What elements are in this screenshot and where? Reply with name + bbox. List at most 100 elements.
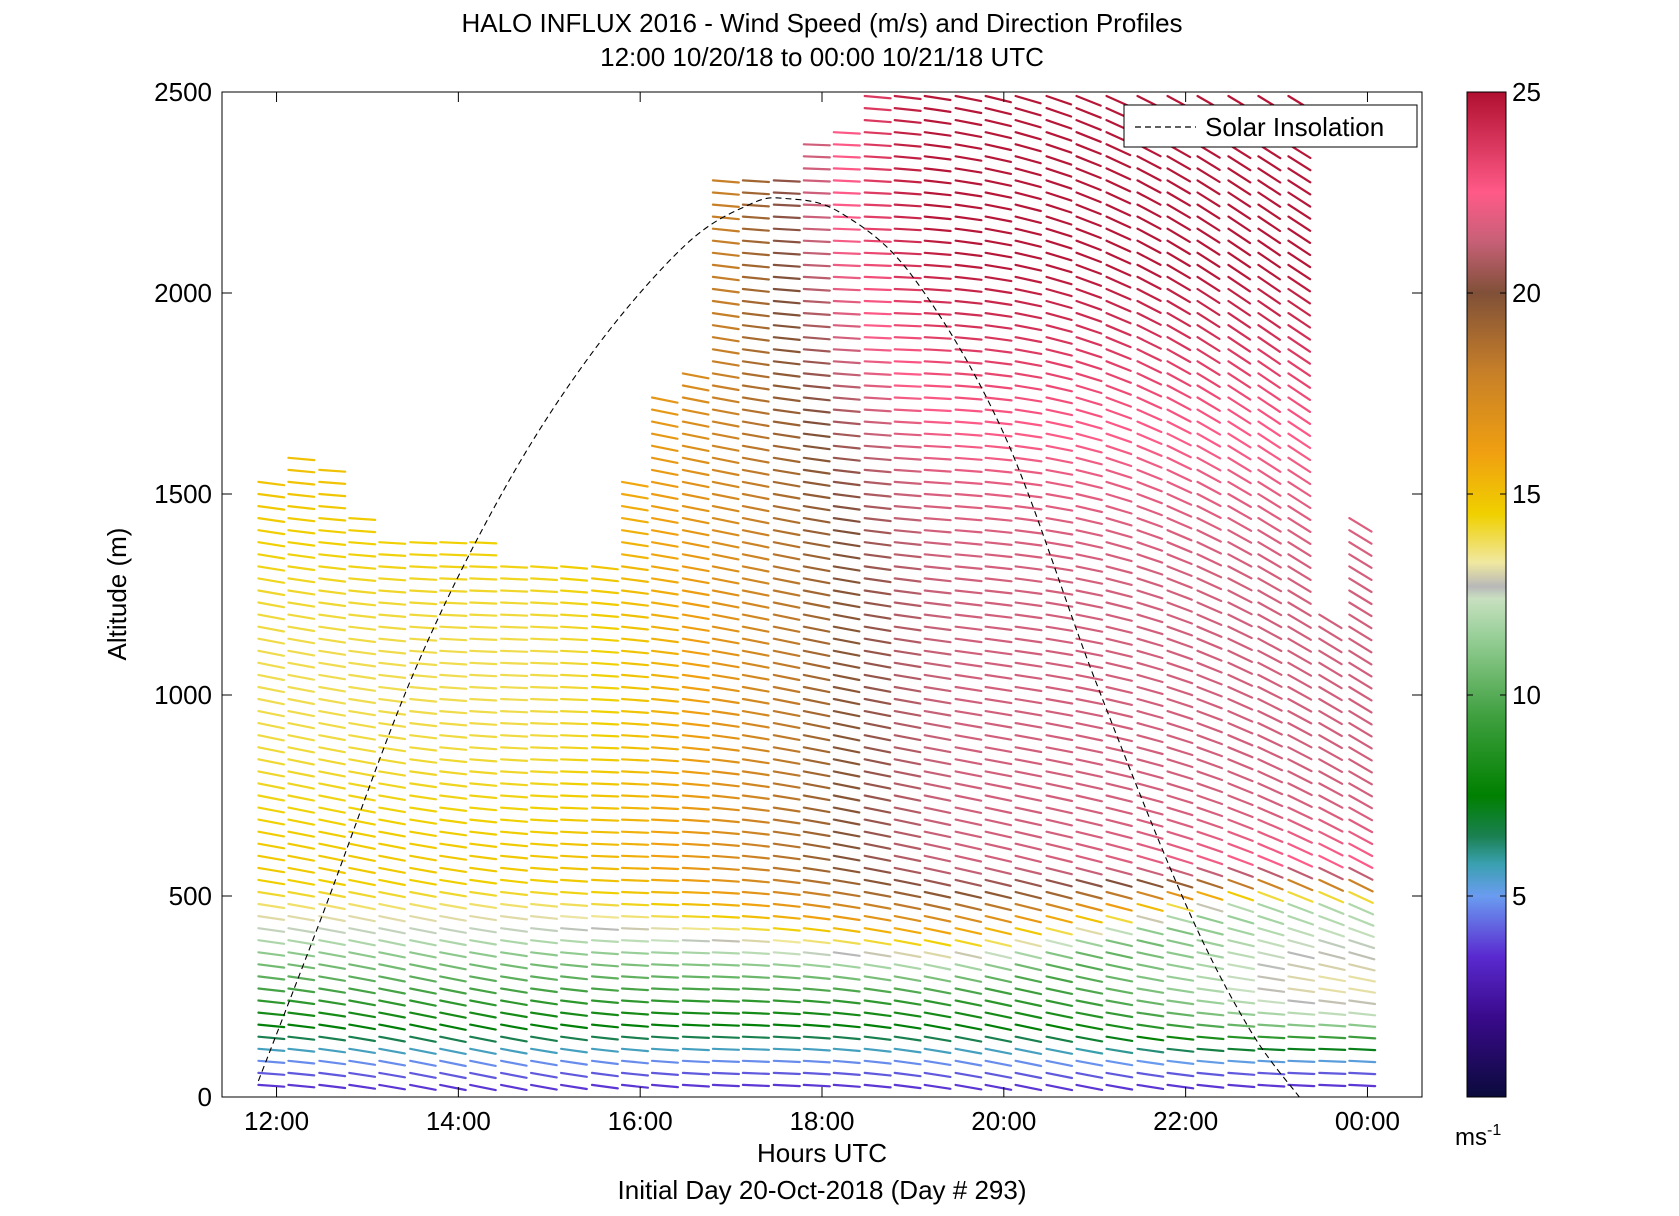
wind-arrow — [1196, 468, 1222, 484]
wind-arrow — [772, 1083, 801, 1088]
wind-arrow — [1105, 167, 1132, 181]
wind-arrow — [529, 589, 559, 594]
wind-arrow — [500, 746, 529, 750]
wind-arrow — [1045, 987, 1074, 996]
wind-arrow — [741, 480, 770, 488]
wind-arrow — [257, 1047, 286, 1053]
wind-arrow — [620, 1011, 650, 1016]
wind-arrow — [802, 372, 831, 377]
wind-arrow — [529, 758, 559, 762]
wind-arrow — [832, 1083, 861, 1088]
wind-arrow — [257, 902, 286, 910]
wind-arrow — [863, 565, 892, 572]
wind-arrow — [772, 637, 801, 646]
x-tick-label-1: 14:00 — [426, 1106, 491, 1136]
wind-arrow — [620, 601, 649, 607]
wind-arrow — [439, 1059, 467, 1068]
wind-arrow — [287, 818, 315, 826]
wind-arrow — [318, 1059, 347, 1066]
wind-arrow — [984, 516, 1013, 522]
wind-arrow — [1014, 215, 1043, 224]
wind-arrow — [832, 1035, 861, 1041]
wind-arrow — [1227, 951, 1255, 959]
wind-arrow — [954, 625, 983, 631]
wind-arrow — [1045, 275, 1073, 286]
wind-arrow — [378, 963, 406, 971]
wind-arrow — [650, 505, 679, 512]
wind-arrow — [1045, 1011, 1074, 1019]
wind-arrow — [1287, 661, 1313, 677]
wind-arrow — [1105, 746, 1134, 755]
wind-arrow — [893, 167, 922, 172]
wind-arrow — [318, 806, 346, 814]
wind-arrow — [1227, 878, 1255, 890]
wind-arrow — [1136, 420, 1163, 434]
wind-arrow — [529, 637, 559, 642]
wind-arrow — [318, 951, 346, 959]
wind-arrow — [863, 975, 892, 982]
wind-arrow — [348, 794, 376, 802]
wind-arrow — [1287, 215, 1312, 232]
wind-arrow — [954, 1035, 983, 1043]
y-tick-label-3: 1500 — [154, 479, 212, 509]
wind-arrow — [1136, 914, 1164, 924]
wind-arrow — [1075, 951, 1104, 960]
wind-arrow — [772, 987, 801, 992]
wind-arrow — [257, 1023, 286, 1029]
wind-arrow — [893, 1047, 922, 1054]
wind-arrow — [1287, 685, 1313, 701]
wind-arrow — [893, 516, 922, 522]
wind-arrow — [500, 1011, 528, 1019]
wind-arrow — [529, 1071, 558, 1079]
wind-arrow — [832, 637, 861, 645]
wind-arrow — [1045, 939, 1073, 948]
wind-arrow — [832, 661, 861, 669]
wind-arrow — [650, 854, 680, 859]
wind-arrow — [802, 480, 831, 487]
wind-arrow — [1227, 444, 1252, 461]
wind-arrow — [1136, 794, 1164, 804]
wind-arrow — [500, 709, 529, 714]
wind-arrow — [559, 565, 589, 570]
wind-arrow — [741, 589, 770, 597]
wind-arrow — [772, 975, 801, 980]
wind-arrow — [1166, 432, 1192, 447]
wind-arrow — [772, 685, 801, 694]
wind-arrow — [590, 890, 620, 895]
wind-arrow — [1014, 661, 1043, 668]
wind-arrow — [559, 975, 589, 981]
wind-arrow — [1105, 1023, 1134, 1031]
wind-arrow — [1318, 866, 1344, 881]
wind-arrow — [1136, 263, 1162, 278]
wind-arrow — [772, 927, 801, 932]
wind-arrow — [954, 299, 983, 305]
wind-arrow — [954, 360, 983, 365]
wind-arrow — [863, 167, 892, 171]
wind-arrow — [923, 1047, 952, 1055]
wind-arrow — [1045, 263, 1073, 274]
wind-arrow — [1166, 601, 1193, 613]
wind-arrow — [984, 685, 1013, 693]
wind-arrow — [409, 987, 437, 995]
wind-arrow — [1014, 106, 1042, 117]
wind-arrow — [257, 1083, 286, 1088]
wind-arrow — [923, 420, 952, 425]
wind-arrow — [772, 1071, 801, 1076]
wind-arrow — [681, 529, 710, 537]
wind-arrow — [984, 529, 1013, 534]
wind-arrow — [257, 890, 286, 898]
wind-arrow — [1045, 505, 1074, 512]
wind-arrow — [650, 709, 680, 715]
wind-arrow — [681, 951, 711, 955]
wind-arrow — [378, 1047, 406, 1055]
wind-arrow — [1136, 444, 1163, 457]
wind-arrow — [529, 951, 559, 957]
wind-arrow — [1105, 312, 1132, 325]
wind-arrow — [1287, 287, 1312, 305]
wind-arrow — [802, 324, 831, 329]
wind-arrow — [500, 1071, 528, 1079]
wind-arrow — [409, 902, 437, 911]
wind-arrow — [954, 106, 983, 115]
wind-arrow — [1257, 866, 1284, 879]
wind-arrow — [772, 529, 801, 537]
